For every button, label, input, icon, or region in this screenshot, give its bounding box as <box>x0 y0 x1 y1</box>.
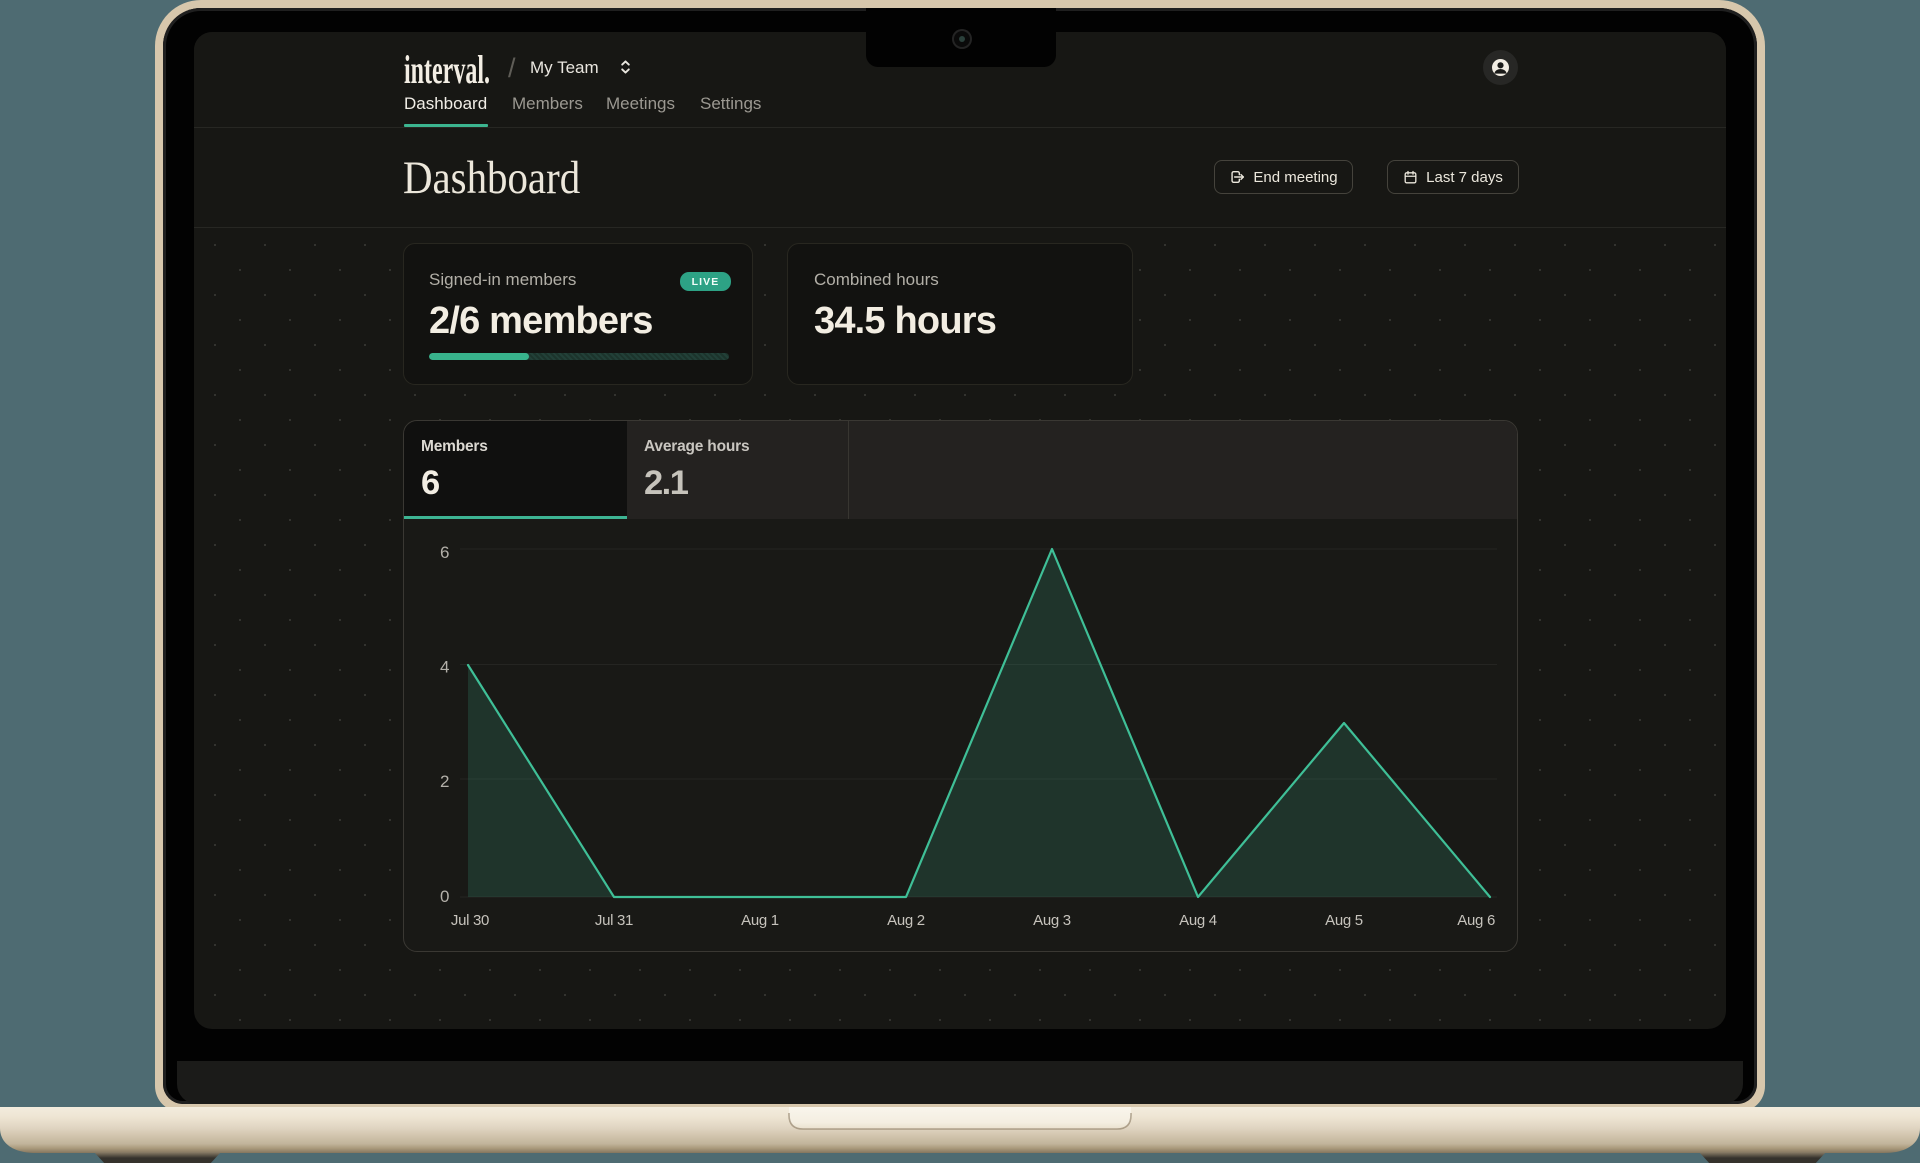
svg-text:Jul 30: Jul 30 <box>451 912 489 929</box>
svg-text:Aug 6: Aug 6 <box>1457 912 1495 929</box>
svg-text:Aug 1: Aug 1 <box>741 912 779 929</box>
svg-text:Aug 2: Aug 2 <box>887 912 925 929</box>
svg-text:4: 4 <box>440 658 449 677</box>
svg-text:6: 6 <box>440 543 449 562</box>
svg-text:Aug 4: Aug 4 <box>1179 912 1217 929</box>
svg-text:Aug 5: Aug 5 <box>1325 912 1363 929</box>
svg-text:Jul 31: Jul 31 <box>595 912 633 929</box>
svg-text:2: 2 <box>440 772 449 791</box>
svg-text:Aug 3: Aug 3 <box>1033 912 1071 929</box>
svg-text:0: 0 <box>440 887 449 906</box>
